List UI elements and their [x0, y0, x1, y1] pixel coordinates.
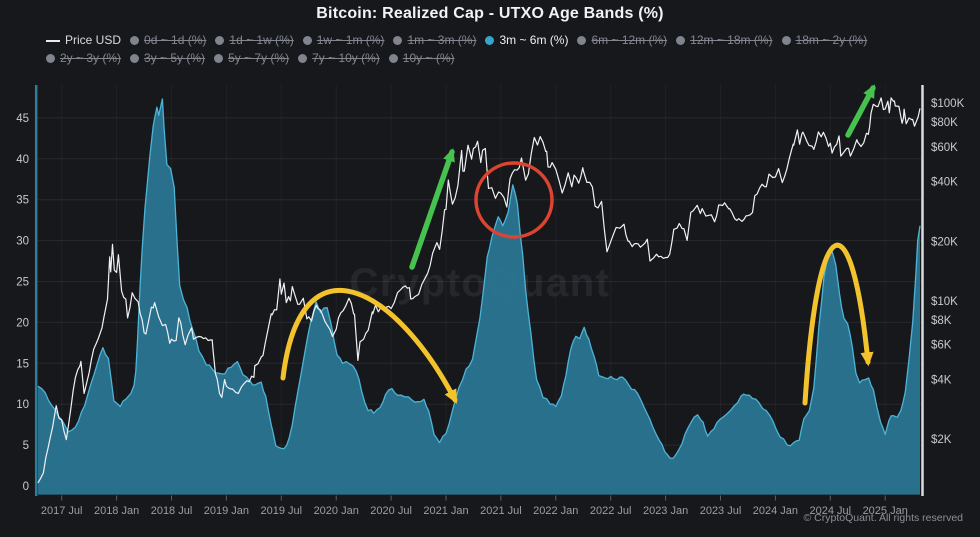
x-axis-tick-label: 2019 Jul	[261, 505, 303, 517]
x-axis-tick-label: 2023 Jan	[643, 505, 688, 517]
green-arrow	[409, 148, 455, 270]
x-axis-tick-label: 2022 Jan	[533, 505, 578, 517]
legend-item-1d-1w[interactable]: 1d ~ 1w (%)	[215, 33, 294, 47]
right-axis-tick-label: $100K	[931, 98, 965, 110]
legend-dot-icon	[388, 54, 398, 63]
x-axis-tick-label: 2025 Jan	[863, 505, 908, 517]
right-axis-tick-label: $10K	[931, 296, 958, 308]
left-axis-tick-label: 0	[23, 481, 29, 493]
x-axis-tick-label: 2024 Jan	[753, 505, 798, 517]
plot-area[interactable]	[36, 85, 923, 495]
left-axis-tick-label: 10	[16, 399, 29, 411]
x-axis-tick-label: 2019 Jan	[204, 505, 249, 517]
price-usd-path	[37, 97, 921, 484]
legend-dot-icon	[393, 36, 403, 45]
x-axis-tick-label: 2018 Jan	[94, 505, 139, 517]
legend-label: 3y ~ 5y (%)	[144, 51, 206, 65]
x-axis-tick-label: 2020 Jan	[314, 505, 359, 517]
right-axis-tick-label: $20K	[931, 236, 958, 248]
right-axis-tick-label: $4K	[931, 375, 952, 387]
legend-item-18m-2y[interactable]: 18m ~ 2y (%)	[781, 33, 868, 47]
legend-item-10y[interactable]: 10y ~ (%)	[388, 51, 455, 65]
legend-label: 5y ~ 7y (%)	[228, 51, 290, 65]
legend-label: 3m ~ 6m (%)	[499, 33, 569, 47]
legend-label: 1w ~ 1m (%)	[316, 33, 385, 47]
red-circle-annotation	[474, 161, 554, 239]
legend-label: 18m ~ 2y (%)	[795, 33, 868, 47]
band-area-fill	[37, 99, 920, 495]
legend-label: 7y ~ 10y (%)	[312, 51, 380, 65]
legend-item-7y-10y[interactable]: 7y ~ 10y (%)	[298, 52, 380, 65]
legend-item-1m-3m[interactable]: 1m ~ 3m (%)	[393, 34, 476, 47]
annotations	[280, 84, 876, 406]
right-axis-tick-label: $6K	[931, 340, 952, 352]
right-axis-tick-label: $8K	[931, 315, 952, 327]
legend-label: 6m ~ 12m (%)	[591, 33, 668, 47]
legend-dot-icon	[130, 54, 140, 63]
price-line-swatch	[46, 39, 60, 42]
right-axis-tick-label: $2K	[931, 434, 952, 446]
legend-item-5y-7y[interactable]: 5y ~ 7y (%)	[214, 52, 289, 65]
band-area-stroke	[37, 98, 921, 460]
legend-label: 0d ~ 1d (%)	[144, 33, 207, 47]
left-axis-tick-label: 5	[23, 440, 29, 452]
price-line	[37, 97, 921, 484]
legend-dot-icon	[214, 54, 224, 63]
left-axis-tick-label: 20	[16, 317, 29, 329]
band-area-3m-6m	[37, 98, 921, 495]
legend-dot-icon	[676, 36, 686, 45]
axis-labels: 0 5 10 15 20 25 30 35 40 45 $100K $80K $60K $40K $20K $…	[16, 98, 964, 517]
legend-item-12m-18m[interactable]: 12m ~ 18m (%)	[676, 33, 773, 47]
legend-label: 12m ~ 18m (%)	[690, 33, 773, 47]
x-axis-tick-label: 2022 Jul	[590, 505, 632, 517]
x-axis-tick-label: 2020 Jul	[370, 505, 412, 517]
legend-dot-icon	[577, 36, 587, 45]
legend: Price USD 0d ~ 1d (%) 1d ~ 1w (%) 1w ~ 1m (…	[46, 34, 926, 65]
copyright-text: © CryptoQuant. All rights reserved	[803, 512, 963, 524]
legend-item-6m-12m[interactable]: 6m ~ 12m (%)	[577, 34, 667, 47]
right-axis-tick-label: $60K	[931, 142, 958, 154]
legend-item-2y-3y[interactable]: 2y ~ 3y (%)	[46, 52, 121, 65]
left-axis-tick-label: 15	[16, 358, 29, 370]
legend-dot-icon	[485, 36, 495, 45]
page-title: Bitcoin: Realized Cap - UTXO Age Bands (…	[316, 5, 664, 22]
left-axis-tick-label: 45	[16, 113, 29, 125]
watermark: CryptoQuant	[350, 261, 611, 305]
yellow-curved-arrow	[280, 288, 458, 404]
x-axis-tick-label: 2023 Jul	[700, 505, 742, 517]
right-axis-tick-label: $80K	[931, 117, 958, 129]
axes	[34, 85, 924, 501]
legend-dot-icon	[130, 36, 140, 45]
legend-label: 1d ~ 1w (%)	[229, 33, 294, 47]
legend-item-1w-1m[interactable]: 1w ~ 1m (%)	[302, 33, 385, 47]
left-axis-tick-label: 35	[16, 195, 29, 207]
x-axis-tick-label: 2018 Jul	[151, 505, 193, 517]
left-axis-tick-label: 25	[16, 277, 29, 289]
legend-item-price-usd[interactable]: Price USD	[46, 34, 121, 47]
legend-dot-icon	[298, 54, 308, 63]
x-axis-tick-label: 2024 Jul	[810, 505, 852, 517]
legend-dot-icon	[781, 36, 791, 45]
legend-label: Price USD	[65, 33, 122, 47]
watermark-text: CryptoQuant	[350, 261, 611, 305]
legend-item-3y-5y[interactable]: 3y ~ 5y (%)	[130, 52, 205, 65]
x-axis-tick-label: 2017 Jul	[41, 505, 83, 517]
right-axis-tick-label: $40K	[931, 177, 958, 189]
left-axis-tick-label: 30	[16, 236, 29, 248]
legend-item-3m-6m[interactable]: 3m ~ 6m (%)	[485, 34, 568, 47]
legend-label: 2y ~ 3y (%)	[60, 51, 122, 65]
legend-dot-icon	[46, 54, 55, 63]
x-axis-tick-label: 2021 Jan	[423, 505, 468, 517]
green-arrow	[845, 84, 876, 138]
legend-label: 10y ~ (%)	[402, 51, 455, 65]
legend-label: 1m ~ 3m (%)	[407, 33, 477, 47]
x-axis-tick-label: 2021 Jul	[480, 505, 522, 517]
yellow-curved-arrow	[802, 242, 874, 406]
legend-dot-icon	[215, 36, 225, 45]
legend-dot-icon	[302, 36, 312, 45]
legend-item-0d-1d[interactable]: 0d ~ 1d (%)	[130, 34, 206, 47]
left-axis-tick-label: 40	[16, 154, 29, 166]
